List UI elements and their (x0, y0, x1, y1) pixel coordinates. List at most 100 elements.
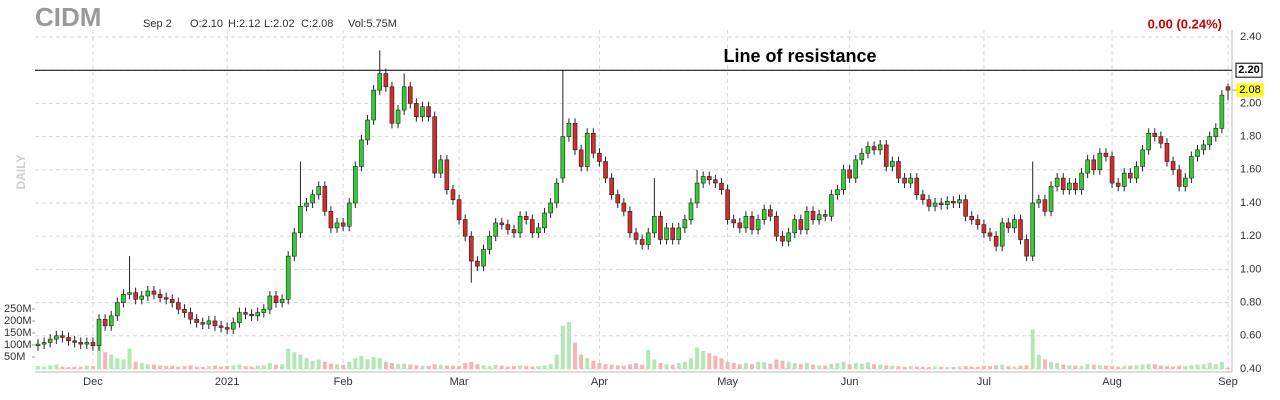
volume-bar (97, 346, 102, 369)
candle-body (96, 318, 102, 347)
volume-bar (1030, 329, 1035, 369)
volume-bar (493, 364, 498, 369)
volume-bar (1110, 366, 1115, 369)
volume-bar (634, 363, 639, 369)
candle-body (682, 219, 688, 229)
candle-body (951, 201, 956, 204)
volume-bar (1055, 363, 1060, 369)
volume-bar (158, 365, 163, 369)
volume-bar (1018, 365, 1023, 369)
volume-bar (371, 357, 376, 369)
candle-body (1054, 177, 1060, 187)
candle-body (194, 318, 199, 323)
volume-bar (750, 364, 754, 369)
candle-body (816, 214, 822, 220)
candle-body (1079, 172, 1084, 191)
candle-body (407, 86, 413, 104)
volume-bar (640, 364, 645, 369)
candle-body (249, 313, 254, 317)
candle-body (212, 320, 218, 327)
candle-body (609, 177, 614, 196)
volume-bar (54, 364, 59, 369)
y-tick-label: 1.20 (1240, 230, 1261, 242)
volume-bar (579, 354, 584, 369)
volume-bar (402, 363, 407, 369)
volume-bar (597, 363, 602, 369)
volume-bar (524, 366, 529, 369)
volume-bar (377, 358, 382, 369)
candle-body (761, 209, 767, 220)
volume-bar (841, 361, 846, 369)
candle-body (224, 327, 230, 330)
candle-body (908, 177, 913, 184)
volume-bar (664, 364, 669, 369)
candle-body (176, 302, 181, 310)
volume-bar (396, 364, 401, 369)
x-tick-label: Apr (591, 376, 608, 388)
x-tick-label: 2021 (215, 376, 239, 388)
volume-bar (133, 361, 138, 369)
candle-body (993, 235, 999, 247)
candle-body (450, 189, 456, 200)
candle-body (395, 109, 401, 124)
candle-body (401, 86, 407, 111)
candle-body (157, 293, 163, 298)
candle-body (1085, 159, 1090, 174)
volume-bar (170, 365, 175, 369)
candle-body (1158, 136, 1164, 144)
volume-bar (304, 358, 309, 369)
volume-bar (835, 363, 840, 369)
candle-body (572, 123, 578, 151)
candle-body (749, 215, 755, 230)
candle-body (859, 152, 865, 161)
volume-bar (450, 365, 455, 369)
candle-body (1189, 156, 1194, 179)
change: 0.00 (0.24%) (1148, 16, 1222, 31)
candle-body (1042, 199, 1048, 212)
volume-bar (127, 348, 132, 369)
volume-bar (426, 366, 431, 369)
candle-body (700, 176, 706, 184)
plot-area: 0.40 0.60 0.80 1.00 1.20 1.40 1.60 1.80 2.00 2.20… (4, 30, 1264, 388)
volume-bar (945, 367, 950, 369)
candle-body (255, 312, 260, 317)
volume-bar (1103, 365, 1108, 369)
volume-bar (615, 365, 620, 369)
volume-bar (267, 363, 272, 369)
candle-body (957, 199, 962, 204)
candle-body (90, 342, 96, 347)
candle-body (359, 139, 364, 167)
volume-bar (78, 366, 83, 369)
volume-bar (1226, 367, 1230, 369)
volume-bar (145, 364, 150, 369)
candle-body (310, 194, 315, 204)
volume-bar (103, 352, 108, 369)
candle-body (487, 235, 492, 250)
volume-bar (505, 366, 510, 369)
candle-body (963, 199, 968, 217)
candle-body (621, 202, 627, 212)
volume-bar (42, 366, 47, 369)
volume-bar (963, 366, 968, 369)
candle-body (383, 73, 389, 88)
low-label: L:2.02 (264, 18, 295, 30)
volume-bar (225, 366, 230, 369)
volume-bar (1201, 364, 1206, 369)
candle-body (420, 106, 425, 117)
candle-body (505, 224, 511, 230)
volume-bar (878, 364, 883, 369)
volume-bar (695, 347, 700, 369)
candle-body (444, 159, 450, 191)
volume-bar (389, 363, 394, 369)
candle-body (810, 211, 816, 220)
volume-bar (975, 366, 980, 369)
volume-bar (469, 361, 474, 369)
volume-bar (1061, 364, 1066, 369)
volume-bar (872, 364, 877, 369)
y-tick-label: 0.40 (1240, 363, 1261, 375)
candle-body (981, 224, 987, 234)
volume-bar (792, 363, 797, 369)
candle-body (1048, 186, 1054, 212)
